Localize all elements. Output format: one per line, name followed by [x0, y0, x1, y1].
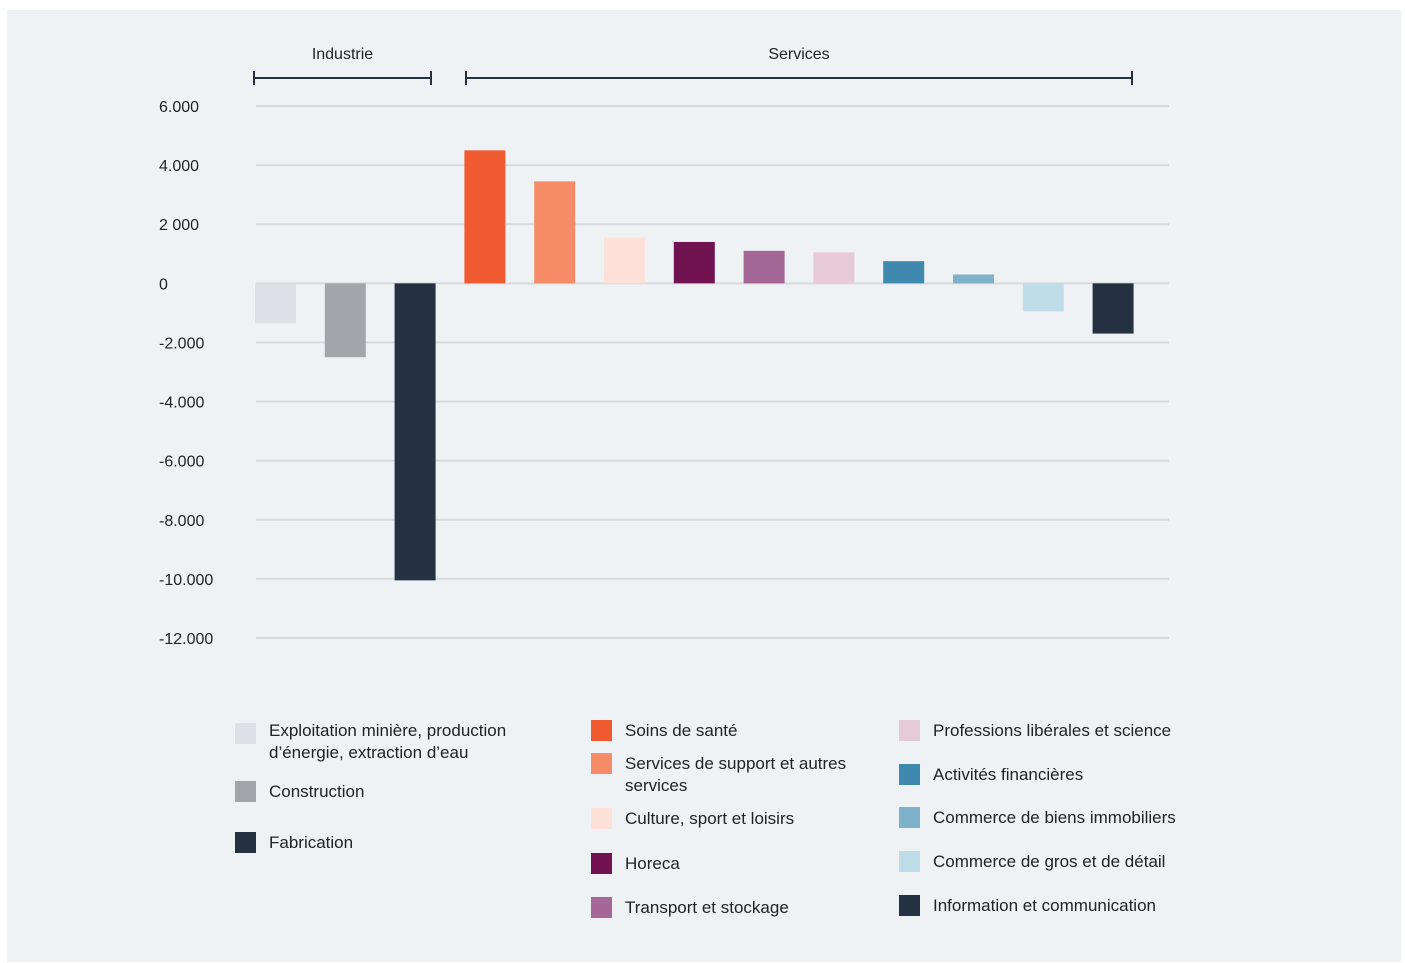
y-axis: 6.000 4.000 2 000 0 -2.000 -4.000 -6.000 -8.000… — [159, 99, 213, 648]
y-tick-label: 2 000 — [159, 217, 199, 234]
bar — [534, 181, 576, 284]
bar — [1092, 283, 1134, 334]
y-tick-label: -10.000 — [159, 572, 213, 589]
bar — [883, 261, 925, 284]
y-tick-label: -2.000 — [159, 335, 204, 352]
bar — [394, 283, 436, 581]
bar — [604, 237, 645, 284]
gridlines — [256, 105, 1169, 639]
group-brackets: Industrie Services — [253, 46, 1133, 85]
bar — [953, 274, 994, 284]
group-label: Industrie — [312, 46, 373, 63]
y-tick-label: -4.000 — [159, 395, 204, 412]
y-tick-label: -12.000 — [159, 631, 213, 648]
y-tick-label: 0 — [159, 276, 168, 293]
bar — [673, 241, 715, 284]
group-label: Services — [768, 46, 829, 63]
y-tick-label: -6.000 — [159, 454, 204, 471]
chart-panel — [7, 10, 1401, 962]
bar — [1022, 283, 1064, 312]
y-tick-label: 4.000 — [159, 158, 199, 175]
bar — [743, 250, 785, 284]
y-tick-label: -8.000 — [159, 513, 204, 530]
bar — [255, 283, 296, 324]
y-tick-label: 6.000 — [159, 99, 199, 116]
bar — [464, 150, 506, 284]
bar — [813, 252, 855, 284]
bars — [255, 150, 1134, 581]
bar — [324, 283, 366, 358]
